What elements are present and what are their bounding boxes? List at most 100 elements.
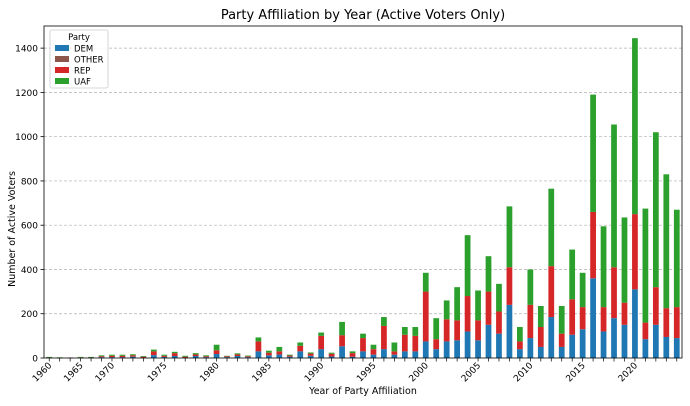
- bar-uaf-2024: [673, 209, 680, 308]
- bar-dem-1992: [339, 346, 345, 358]
- legend-swatch-rep: [55, 67, 69, 73]
- bar-uaf-2020: [632, 38, 638, 215]
- legend-label-dem: DEM: [74, 45, 93, 55]
- bar-dem-1987: [286, 356, 293, 358]
- bar-uaf-2009: [517, 327, 523, 342]
- bar-dem-1974: [150, 355, 157, 358]
- bar-rep-2009: [517, 341, 523, 350]
- bar-uaf-2005: [475, 290, 481, 321]
- bar-uaf-1983: [245, 355, 251, 357]
- bar-dem-2018: [611, 318, 617, 358]
- bar-rep-1989: [307, 353, 314, 356]
- bar-rep-1974: [150, 351, 157, 356]
- bar-rep-2012: [548, 266, 555, 318]
- bar-uaf-1985: [265, 350, 272, 353]
- bar-uaf-2007: [496, 283, 502, 312]
- plot-frame: [43, 25, 683, 359]
- bar-dem-1996: [381, 349, 387, 358]
- bar-dem-2002: [443, 341, 450, 358]
- bar-rep-1987: [286, 355, 293, 357]
- bar-rep-1979: [203, 356, 209, 358]
- legend-label-other: OTHER: [74, 56, 104, 66]
- bar-dem-1979: [203, 357, 209, 358]
- bar-dem-1971: [119, 357, 126, 358]
- bar-uaf-2013: [558, 305, 565, 334]
- y-tick-label: 600: [21, 222, 38, 232]
- bar-rep-1998: [401, 334, 408, 352]
- bar-dem-2004: [464, 331, 471, 358]
- bar-rep-1972: [130, 355, 136, 357]
- bar-rep-1970: [109, 355, 115, 358]
- bar-rep-2004: [464, 296, 471, 332]
- bar-uaf-2008: [506, 206, 513, 268]
- bar-rep-1984: [255, 341, 262, 352]
- bar-uaf-1977: [182, 355, 189, 357]
- bar-dem-1978: [192, 356, 199, 358]
- bar-rep-2008: [506, 267, 513, 305]
- bar-dem-2015: [579, 329, 586, 358]
- legend-label-rep: REP: [74, 67, 90, 77]
- bars: [46, 38, 680, 359]
- bar-rep-1997: [391, 351, 398, 355]
- bar-dem-2006: [485, 324, 492, 358]
- x-axis-label: Year of Party Affiliation: [308, 386, 417, 397]
- bar-rep-2021: [642, 322, 649, 340]
- bar-rep-1975: [161, 355, 168, 357]
- bar-dem-1985: [265, 355, 272, 358]
- bar-uaf-1998: [401, 327, 408, 335]
- bar-dem-2024: [673, 338, 680, 358]
- bar-rep-1995: [370, 349, 377, 355]
- chart-title: Party Affiliation by Year (Active Voters…: [221, 8, 505, 23]
- legend-title: Party: [68, 33, 90, 43]
- bar-rep-2011: [537, 327, 544, 347]
- y-tick-label: 1400: [15, 45, 38, 55]
- y-tick-label: 800: [21, 177, 38, 187]
- bar-dem-2009: [517, 349, 523, 358]
- legend-swatch-other: [55, 56, 69, 62]
- bar-uaf-1961: [56, 357, 63, 358]
- bar-uaf-2015: [579, 272, 586, 308]
- bar-uaf-1970: [109, 354, 115, 356]
- y-tick-label: 200: [21, 310, 38, 320]
- x-tick-label: 2000: [408, 361, 431, 384]
- bar-rep-2006: [485, 291, 492, 325]
- bar-rep-1983: [245, 356, 251, 358]
- bar-rep-2023: [663, 308, 670, 337]
- bar-rep-1996: [381, 325, 387, 350]
- bar-dem-1981: [224, 357, 230, 358]
- bar-uaf-2002: [443, 300, 450, 320]
- bar-uaf-1965: [77, 356, 84, 358]
- bar-rep-2019: [621, 302, 628, 325]
- bar-dem-1998: [401, 351, 408, 358]
- legend-swatch-dem: [55, 45, 69, 51]
- bar-rep-1999: [412, 335, 419, 352]
- x-tick-label: 1985: [251, 361, 274, 384]
- bar-uaf-1996: [381, 317, 387, 326]
- bar-rep-1978: [192, 354, 199, 357]
- bar-dem-1986: [276, 354, 283, 358]
- bar-dem-1995: [370, 354, 377, 358]
- x-tick-label: 1995: [355, 361, 378, 384]
- bar-dem-1990: [318, 349, 325, 358]
- bar-rep-1991: [328, 353, 335, 357]
- y-tick-label: 400: [21, 266, 38, 276]
- bar-uaf-1960: [46, 356, 53, 358]
- x-tick-labels: 1960 1965 1970 1975 1980 1985 1990 1995 2000 2005…: [31, 358, 678, 384]
- bar-uaf-2018: [611, 124, 617, 268]
- bar-dem-1989: [307, 355, 314, 358]
- bar-uaf-2014: [569, 249, 576, 300]
- bar-uaf-1997: [391, 342, 398, 352]
- bar-dem-2012: [548, 317, 555, 358]
- bar-rep-1994: [360, 338, 366, 352]
- bar-rep-2016: [590, 211, 596, 279]
- bar-uaf-2000: [422, 272, 429, 292]
- bar-rep-1976: [171, 353, 178, 357]
- bar-dem-2014: [569, 334, 576, 358]
- bar-dem-1968: [98, 357, 105, 358]
- bar-rep-1982: [234, 354, 241, 357]
- bar-uaf-1987: [286, 354, 293, 356]
- x-tick-label: 2005: [460, 361, 483, 384]
- bar-uaf-1984: [255, 337, 262, 342]
- x-tick-label: 1965: [62, 361, 85, 384]
- bar-uaf-1981: [224, 355, 230, 357]
